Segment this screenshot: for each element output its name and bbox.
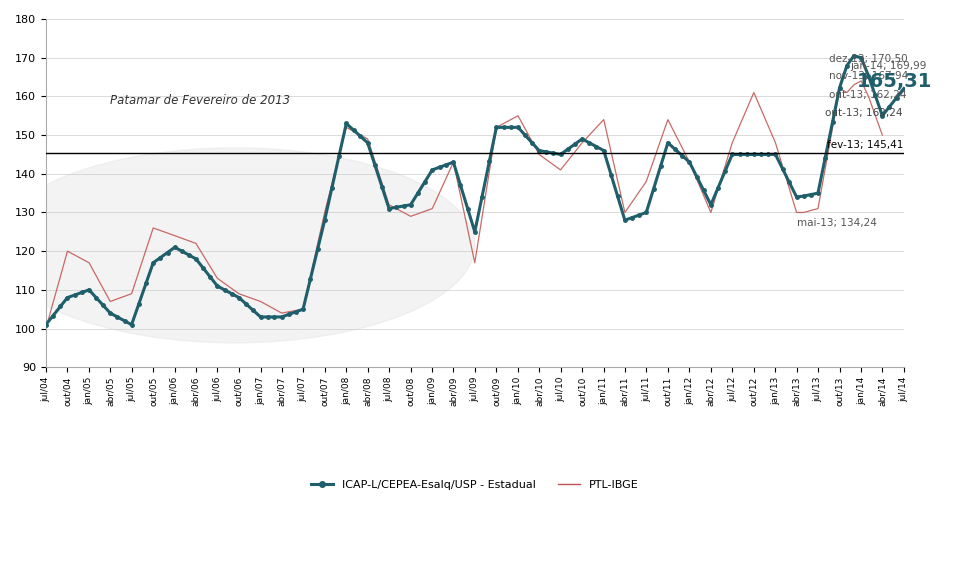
Circle shape bbox=[0, 148, 475, 343]
Text: nov-13; 167,94: nov-13; 167,94 bbox=[827, 71, 907, 81]
Text: dez-13; 170,50: dez-13; 170,50 bbox=[827, 54, 906, 64]
Text: 165,31: 165,31 bbox=[857, 72, 932, 91]
Text: jan-14; 169,99: jan-14; 169,99 bbox=[849, 61, 925, 71]
Text: mai-13; 134,24: mai-13; 134,24 bbox=[796, 218, 876, 228]
Text: fev-13; 145,41: fev-13; 145,41 bbox=[826, 140, 902, 150]
Text: Patamar de Fevereiro de 2013: Patamar de Fevereiro de 2013 bbox=[111, 94, 290, 107]
Text: out-13; 162,24: out-13; 162,24 bbox=[824, 108, 902, 117]
Legend: ICAP-L/CEPEA-Esalq/USP - Estadual, PTL-IBGE: ICAP-L/CEPEA-Esalq/USP - Estadual, PTL-I… bbox=[306, 475, 642, 494]
Text: out-13; 162,24: out-13; 162,24 bbox=[827, 91, 905, 100]
